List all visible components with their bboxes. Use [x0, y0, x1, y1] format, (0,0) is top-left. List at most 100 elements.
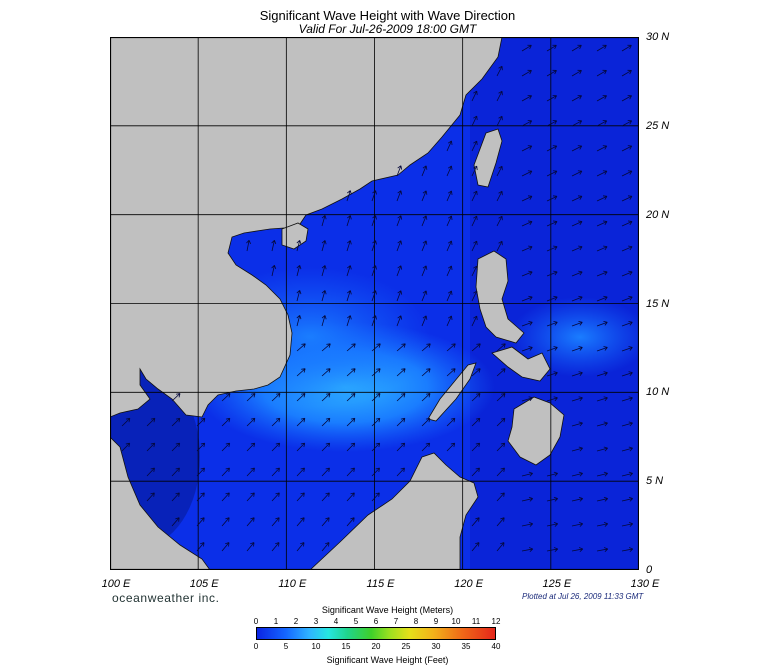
wave-direction-arrow [496, 492, 505, 502]
wave-direction-arrow [446, 215, 453, 227]
wave-direction-arrow [371, 265, 377, 277]
mindanao-island [507, 396, 565, 466]
wave-direction-arrow [396, 368, 406, 377]
wave-direction-arrow [321, 542, 330, 552]
wave-direction-arrow [346, 417, 356, 427]
latitude-label: 10 N [646, 386, 670, 399]
wave-direction-arrow [496, 343, 506, 352]
wave-direction-arrow [596, 245, 608, 252]
wave-direction-arrow [271, 264, 277, 277]
wave-direction-arrow [521, 220, 533, 227]
latitude-label: 30 N [646, 31, 670, 43]
latitude-label: 25 N [646, 119, 670, 132]
colorbar-feet-tick: 40 [491, 642, 501, 651]
wave-direction-arrow [396, 343, 406, 352]
wave-direction-arrow [621, 320, 633, 327]
wave-direction-arrow [446, 290, 453, 302]
wave-direction-arrow [621, 421, 633, 427]
brand-name: oceanweather inc. [112, 591, 220, 605]
borneo-island [309, 452, 479, 570]
wave-direction-arrow [421, 315, 428, 327]
wave-direction-arrow [471, 542, 480, 552]
wave-direction-arrow [371, 343, 381, 352]
latitude-label: 15 N [646, 297, 670, 310]
wave-direction-arrow [271, 542, 280, 552]
longitude-label: 110 E [278, 578, 307, 590]
wave-direction-arrow [471, 393, 481, 402]
wave-direction-arrow [546, 95, 557, 102]
wave-direction-arrow [621, 396, 633, 402]
wave-direction-arrow [496, 393, 506, 402]
wave-direction-arrow [471, 140, 478, 152]
wave-direction-arrow [596, 295, 608, 302]
wave-direction-arrow [271, 442, 281, 452]
wave-direction-arrow [571, 195, 583, 202]
wave-direction-arrow [521, 44, 532, 52]
wave-direction-arrow [196, 442, 206, 452]
wave-direction-arrow [446, 190, 453, 202]
wave-direction-arrow [171, 517, 180, 527]
wave-direction-arrow [346, 343, 356, 352]
wave-direction-arrow [321, 442, 331, 452]
wave-direction-arrow [521, 496, 534, 502]
wave-direction-arrow [571, 220, 583, 227]
wave-direction-arrow [396, 393, 406, 402]
wave-direction-arrow [321, 393, 331, 402]
wave-direction-arrow [396, 190, 403, 202]
wave-direction-arrow [296, 467, 305, 477]
wave-direction-arrow [321, 417, 331, 427]
wave-direction-arrow [546, 346, 558, 352]
malay-peninsula [110, 436, 211, 570]
wave-direction-arrow [321, 215, 327, 227]
wave-direction-arrow [546, 170, 558, 177]
plotted-timestamp: Plotted at Jul 26, 2009 11:33 GMT [522, 592, 644, 601]
wave-direction-arrow [471, 240, 478, 252]
wave-direction-arrow [421, 265, 428, 277]
wave-direction-arrow [471, 517, 480, 527]
wave-direction-arrow [371, 467, 380, 477]
wave-direction-arrow [171, 467, 180, 477]
wave-direction-arrow [321, 240, 327, 252]
wave-direction-arrow [421, 368, 431, 377]
wave-direction-arrow [421, 165, 428, 177]
wave-direction-arrow [521, 245, 533, 252]
wave-direction-arrow [471, 265, 478, 277]
colorbar-meter-tick: 1 [273, 617, 279, 626]
colorbar-meter-tick: 9 [433, 617, 439, 626]
wave-direction-arrow [571, 69, 582, 77]
wave-direction-arrow [596, 396, 608, 402]
wave-direction-arrow [146, 417, 156, 427]
wave-direction-arrow [571, 145, 583, 152]
wave-direction-arrow [596, 320, 608, 327]
wave-direction-arrow [546, 220, 558, 227]
wave-direction-arrow [121, 417, 131, 427]
wave-direction-arrow [571, 547, 584, 552]
wave-direction-arrow [596, 521, 609, 527]
longitude-label: 105 E [189, 578, 219, 590]
wave-height-map [110, 37, 639, 570]
wave-direction-arrow [496, 165, 503, 177]
wave-direction-arrow [621, 521, 634, 527]
wave-direction-arrow [546, 270, 558, 277]
wave-direction-arrow [546, 69, 557, 77]
wave-direction-arrow [521, 95, 532, 102]
colorbar-meter-tick: 4 [333, 617, 339, 626]
wave-direction-arrow [196, 492, 205, 502]
wave-direction-arrow [246, 442, 256, 452]
graticule [110, 37, 639, 570]
wave-direction-arrow [346, 290, 352, 302]
wave-direction-arrow [596, 44, 607, 52]
wave-direction-arrow [446, 315, 453, 327]
latitude-label: 20 N [646, 208, 670, 221]
wave-direction-arrow [421, 240, 428, 252]
wave-direction-arrow [446, 417, 456, 427]
wave-direction-arrow [496, 542, 505, 552]
wave-direction-arrow [221, 542, 230, 552]
colorbar-meter-tick: 5 [353, 617, 359, 626]
wave-direction-arrow [221, 393, 231, 402]
wave-direction-arrow [346, 215, 352, 227]
wave-direction-arrow [596, 195, 608, 202]
wave-direction-arrow [471, 417, 481, 427]
wave-direction-arrow [571, 120, 583, 127]
wave-direction-arrow [621, 145, 633, 152]
